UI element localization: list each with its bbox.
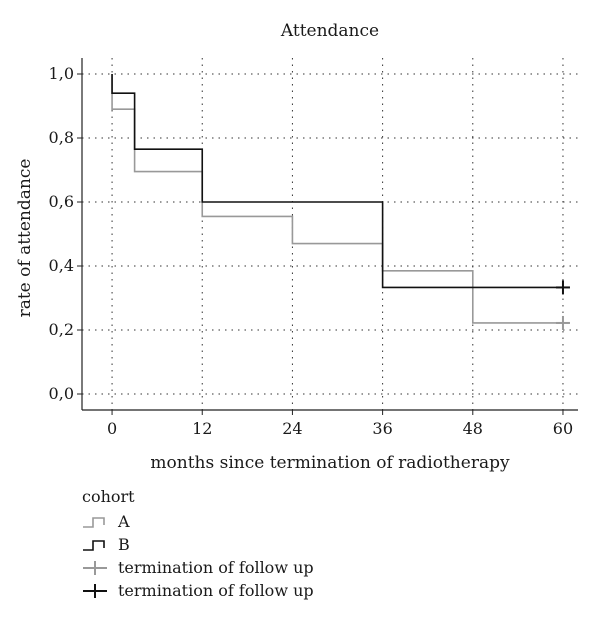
legend-label: B bbox=[118, 535, 130, 554]
axes bbox=[77, 58, 578, 415]
legend-step-icon bbox=[83, 539, 105, 551]
y-tick-label: 0,6 bbox=[49, 192, 74, 211]
x-tick-label: 0 bbox=[107, 419, 117, 438]
legend-item: termination of follow up bbox=[82, 556, 314, 579]
series-group bbox=[111, 74, 570, 330]
censor-mark-A bbox=[555, 315, 570, 330]
attendance-chart: Attendance 0 12 24 36 48 60 0,0 0,2 0,4 0,6 0,8 1,0… bbox=[15, 21, 578, 473]
x-tick-label: 36 bbox=[372, 419, 392, 438]
series-line-B bbox=[111, 74, 563, 289]
chart-title: Attendance bbox=[280, 21, 379, 41]
y-axis-title: rate of attendance bbox=[15, 159, 35, 318]
x-axis-title: months since termination of radiotherapy bbox=[150, 453, 510, 473]
series-line-A bbox=[111, 74, 563, 324]
legend-cross-icon bbox=[83, 560, 107, 575]
y-tick-label: 0,4 bbox=[49, 256, 74, 275]
legend-title: cohort bbox=[82, 487, 135, 506]
y-tick-label: 0,2 bbox=[49, 320, 74, 339]
censor-mark-B bbox=[555, 280, 570, 295]
legend-item: termination of follow up bbox=[82, 579, 314, 602]
x-tick-label: 48 bbox=[463, 419, 483, 438]
legend-step-icon bbox=[83, 516, 105, 528]
legend-item: B bbox=[82, 533, 314, 556]
x-tick-label: 12 bbox=[192, 419, 212, 438]
y-tick-label: 0,8 bbox=[49, 128, 74, 147]
legend-label: termination of follow up bbox=[118, 581, 314, 600]
y-tick-label: 1,0 bbox=[49, 64, 74, 83]
legend-label: termination of follow up bbox=[118, 558, 314, 577]
legend-item: A bbox=[82, 510, 314, 533]
x-tick-label: 24 bbox=[282, 419, 302, 438]
tick-labels: 0 12 24 36 48 60 0,0 0,2 0,4 0,6 0,8 1,0 bbox=[49, 64, 574, 438]
gridlines bbox=[82, 58, 578, 410]
legend-label: A bbox=[118, 512, 130, 531]
y-tick-label: 0,0 bbox=[49, 384, 74, 403]
x-tick-label: 60 bbox=[553, 419, 573, 438]
legend-cross-icon bbox=[83, 583, 107, 598]
